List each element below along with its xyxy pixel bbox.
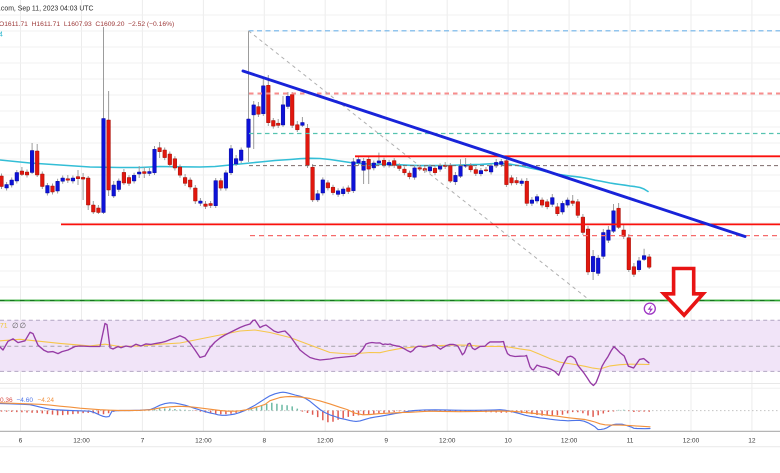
- svg-text:8: 8: [262, 438, 266, 445]
- svg-text:∅: ∅: [12, 321, 19, 330]
- svg-text:12:00: 12:00: [73, 438, 90, 445]
- svg-text:12: 12: [748, 438, 756, 445]
- svg-text:0.36: 0.36: [0, 397, 13, 404]
- svg-text:12:00: 12:00: [683, 438, 700, 445]
- svg-text:−4.60: −4.60: [17, 397, 34, 404]
- svg-text:∅: ∅: [20, 321, 27, 330]
- svg-text:O1611.71 H1611.71 L1607.93: O1611.71 H1611.71 L1607.93 C1609.20 −2.5…: [0, 21, 174, 28]
- svg-text:10: 10: [504, 438, 512, 445]
- svg-text:12:00: 12:00: [439, 438, 456, 445]
- svg-text:12:00: 12:00: [317, 438, 334, 445]
- svg-text:−4.24: −4.24: [38, 397, 55, 404]
- svg-text:12:00: 12:00: [561, 438, 578, 445]
- svg-text:71: 71: [0, 323, 8, 330]
- svg-text:7: 7: [141, 438, 145, 445]
- svg-text:.com, Sep 11, 2023 04:03 UTC: .com, Sep 11, 2023 04:03 UTC: [0, 5, 94, 12]
- svg-text:11: 11: [627, 438, 634, 445]
- svg-text:4: 4: [0, 31, 3, 38]
- svg-text:9: 9: [384, 438, 388, 445]
- svg-text:6: 6: [19, 438, 23, 445]
- svg-text:12:00: 12:00: [195, 438, 212, 445]
